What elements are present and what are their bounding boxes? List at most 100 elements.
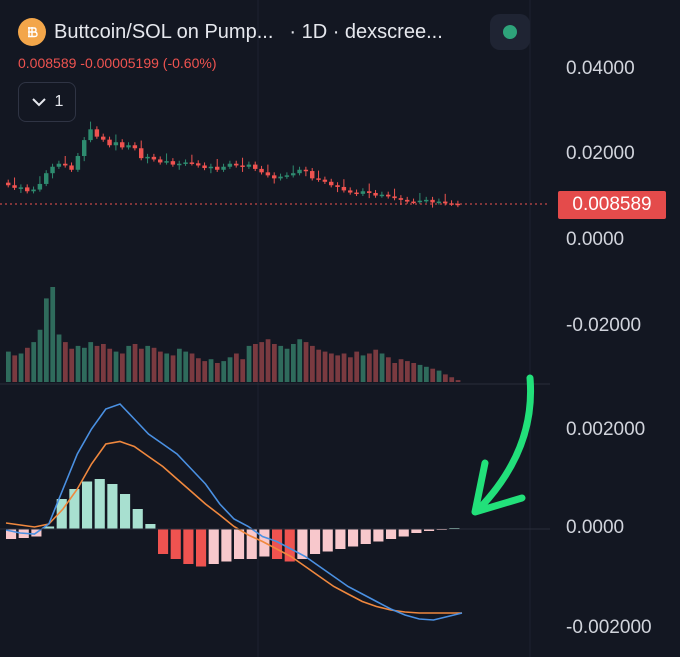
macd-histogram-bar [183,529,194,564]
candle-body [202,165,207,169]
chart-header: Buttcoin/SOL on Pump... · 1D · dexscree.… [18,14,443,50]
macd-histogram-bar [94,479,105,529]
candle-body [227,163,233,167]
volume-bar [196,358,201,382]
volume-bar [94,345,100,382]
volume-bar [107,348,113,382]
macd-histogram-bar [360,529,371,544]
price-tick: 0.04000 [566,58,635,79]
volume-bar [284,348,290,382]
volume-bar [360,355,366,382]
candle-body [411,201,416,204]
candle-body [246,164,252,167]
candle-body [335,185,340,187]
macd-histogram-bar [335,529,346,549]
volume-bar [145,345,151,382]
candle-body [31,189,36,192]
candle-body [373,192,378,196]
candle-body [424,199,429,202]
volume-bar [455,380,461,382]
candle-body [259,168,264,173]
interval-source[interactable]: · 1D · dexscree... [289,20,443,43]
candle-body [50,166,55,174]
candle-body [208,166,214,169]
volume-bar [208,359,214,382]
volume-bar [398,359,404,382]
volume-bar [373,349,379,382]
macd-histogram-bar [69,489,80,529]
candle-body [82,140,87,156]
volume-bar [101,344,106,382]
volume-bar [56,334,62,382]
candle-body [164,161,169,163]
macd-tick: 0.002000 [566,419,646,440]
macd-histogram-bar [386,529,397,539]
price-tick: 0.0000 [566,229,625,250]
volume-bar [322,351,328,382]
candle-body [101,136,106,140]
volume-bar [82,347,87,382]
bitcoin-glyph-icon [28,27,38,38]
volume-bar [6,351,11,382]
candle-body [94,129,100,137]
volume-bar [392,363,398,382]
volume-bar [25,347,30,382]
macd-histogram-bar [107,484,118,529]
volume-bar [12,355,18,382]
candle-body [303,169,309,172]
macd-histogram-bar [208,529,219,564]
volume-bar [316,349,322,382]
candle-body [126,145,131,148]
candle-body [132,145,138,149]
candle-body [405,199,410,202]
macd-histogram-bar [56,499,67,529]
volume-bar [88,342,94,382]
candle-body [310,171,315,179]
volume-bar [417,364,423,382]
macd-histogram-bar [120,494,131,529]
volume-bar [246,345,252,382]
candle-body [107,139,112,146]
candle-body [341,186,347,191]
macd-tick: 0.0000 [566,517,625,538]
macd-histogram-bar [297,529,308,559]
candle-body [63,163,68,166]
symbol-title[interactable]: Buttcoin/SOL on Pump... [54,20,274,43]
volume-bar [272,344,277,382]
candle-body [145,156,150,159]
macd-histogram-bar [82,481,93,529]
volume-bar [151,347,157,382]
green-arrow-annotation [474,374,535,514]
candle-body [436,201,442,204]
volume-bar [215,363,220,382]
volume-bar [37,329,43,382]
volume-bar [348,357,353,382]
volume-bar [341,353,347,382]
candle-body [379,194,385,197]
volume-bar [443,374,448,382]
volume-bar [297,339,303,382]
macd-histogram-bar [221,529,232,562]
volume-bar [354,351,360,382]
volume-bar [424,366,429,382]
macd-lines-layer [5,403,463,621]
last-price-badge: 0.008589 [558,191,666,219]
market-status-button[interactable] [490,14,530,50]
macd-histogram-bar [348,529,359,547]
candle-body [284,175,290,177]
price-tick: 0.02000 [566,143,635,164]
candle-body [44,173,49,184]
macd-histogram-bar [322,529,333,552]
candle-body [272,175,277,179]
macd-histogram-bar [44,526,55,529]
macd-tick: -0.002000 [566,617,652,638]
indicators-toggle-button[interactable]: 1 [18,82,76,122]
candle-body [234,163,239,166]
candle-body [113,142,119,146]
candle-body [329,181,334,186]
volume-bar [63,342,68,382]
volume-bar [227,357,233,382]
candle-body [196,163,201,166]
volume-bar [132,344,138,382]
